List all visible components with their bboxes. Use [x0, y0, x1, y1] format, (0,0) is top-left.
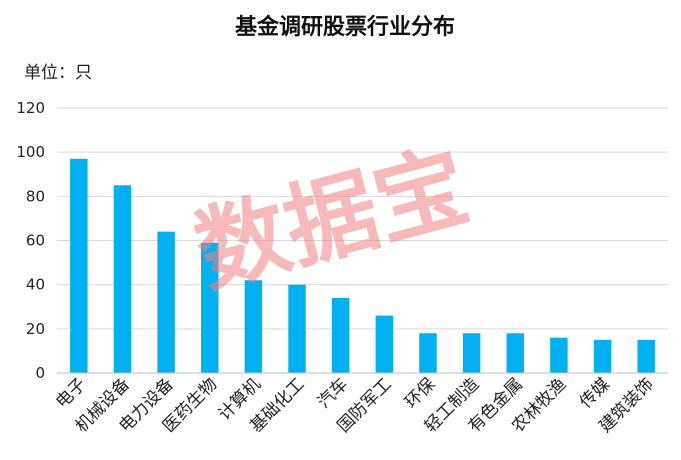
y-tick-label: 60	[26, 232, 45, 250]
x-tick-label: 汽车	[314, 374, 352, 412]
chart-title: 基金调研股票行业分布	[235, 14, 455, 40]
bar	[331, 297, 350, 373]
bar	[550, 337, 568, 373]
bar	[201, 242, 219, 373]
watermark: 数据宝	[185, 132, 479, 307]
x-tick-label: 环保	[401, 374, 439, 412]
bar	[375, 315, 394, 373]
bar	[462, 333, 481, 373]
bar	[419, 333, 437, 373]
y-tick-label: 0	[35, 364, 45, 382]
unit-label: 单位：只	[24, 63, 92, 83]
x-tick-label: 传媒	[576, 374, 614, 412]
x-tick-label: 电子	[52, 374, 90, 412]
y-tick-label: 100	[16, 143, 45, 161]
bars	[70, 158, 655, 373]
bar	[113, 185, 132, 373]
bar	[637, 339, 655, 373]
bar	[157, 231, 175, 373]
y-tick-label: 80	[26, 187, 45, 205]
y-tick-label: 40	[26, 276, 45, 294]
bar	[593, 339, 612, 373]
bar	[70, 158, 88, 373]
bar	[506, 333, 524, 373]
bar	[288, 284, 306, 373]
bar	[244, 280, 263, 373]
y-tick-label: 20	[26, 320, 45, 338]
y-axis-ticks: 0 20 40 60 80 100 120	[16, 99, 45, 382]
y-tick-label: 120	[16, 99, 45, 117]
